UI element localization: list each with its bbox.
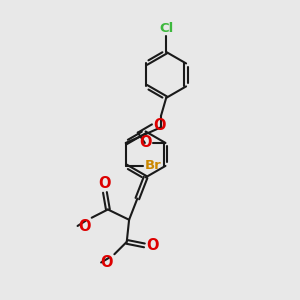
Text: Br: Br [145, 159, 161, 172]
Text: O: O [99, 176, 111, 191]
Text: O: O [140, 135, 152, 150]
Text: Cl: Cl [159, 22, 173, 35]
Text: O: O [78, 219, 91, 234]
Text: O: O [153, 118, 166, 134]
Text: O: O [146, 238, 159, 253]
Text: O: O [101, 255, 113, 270]
